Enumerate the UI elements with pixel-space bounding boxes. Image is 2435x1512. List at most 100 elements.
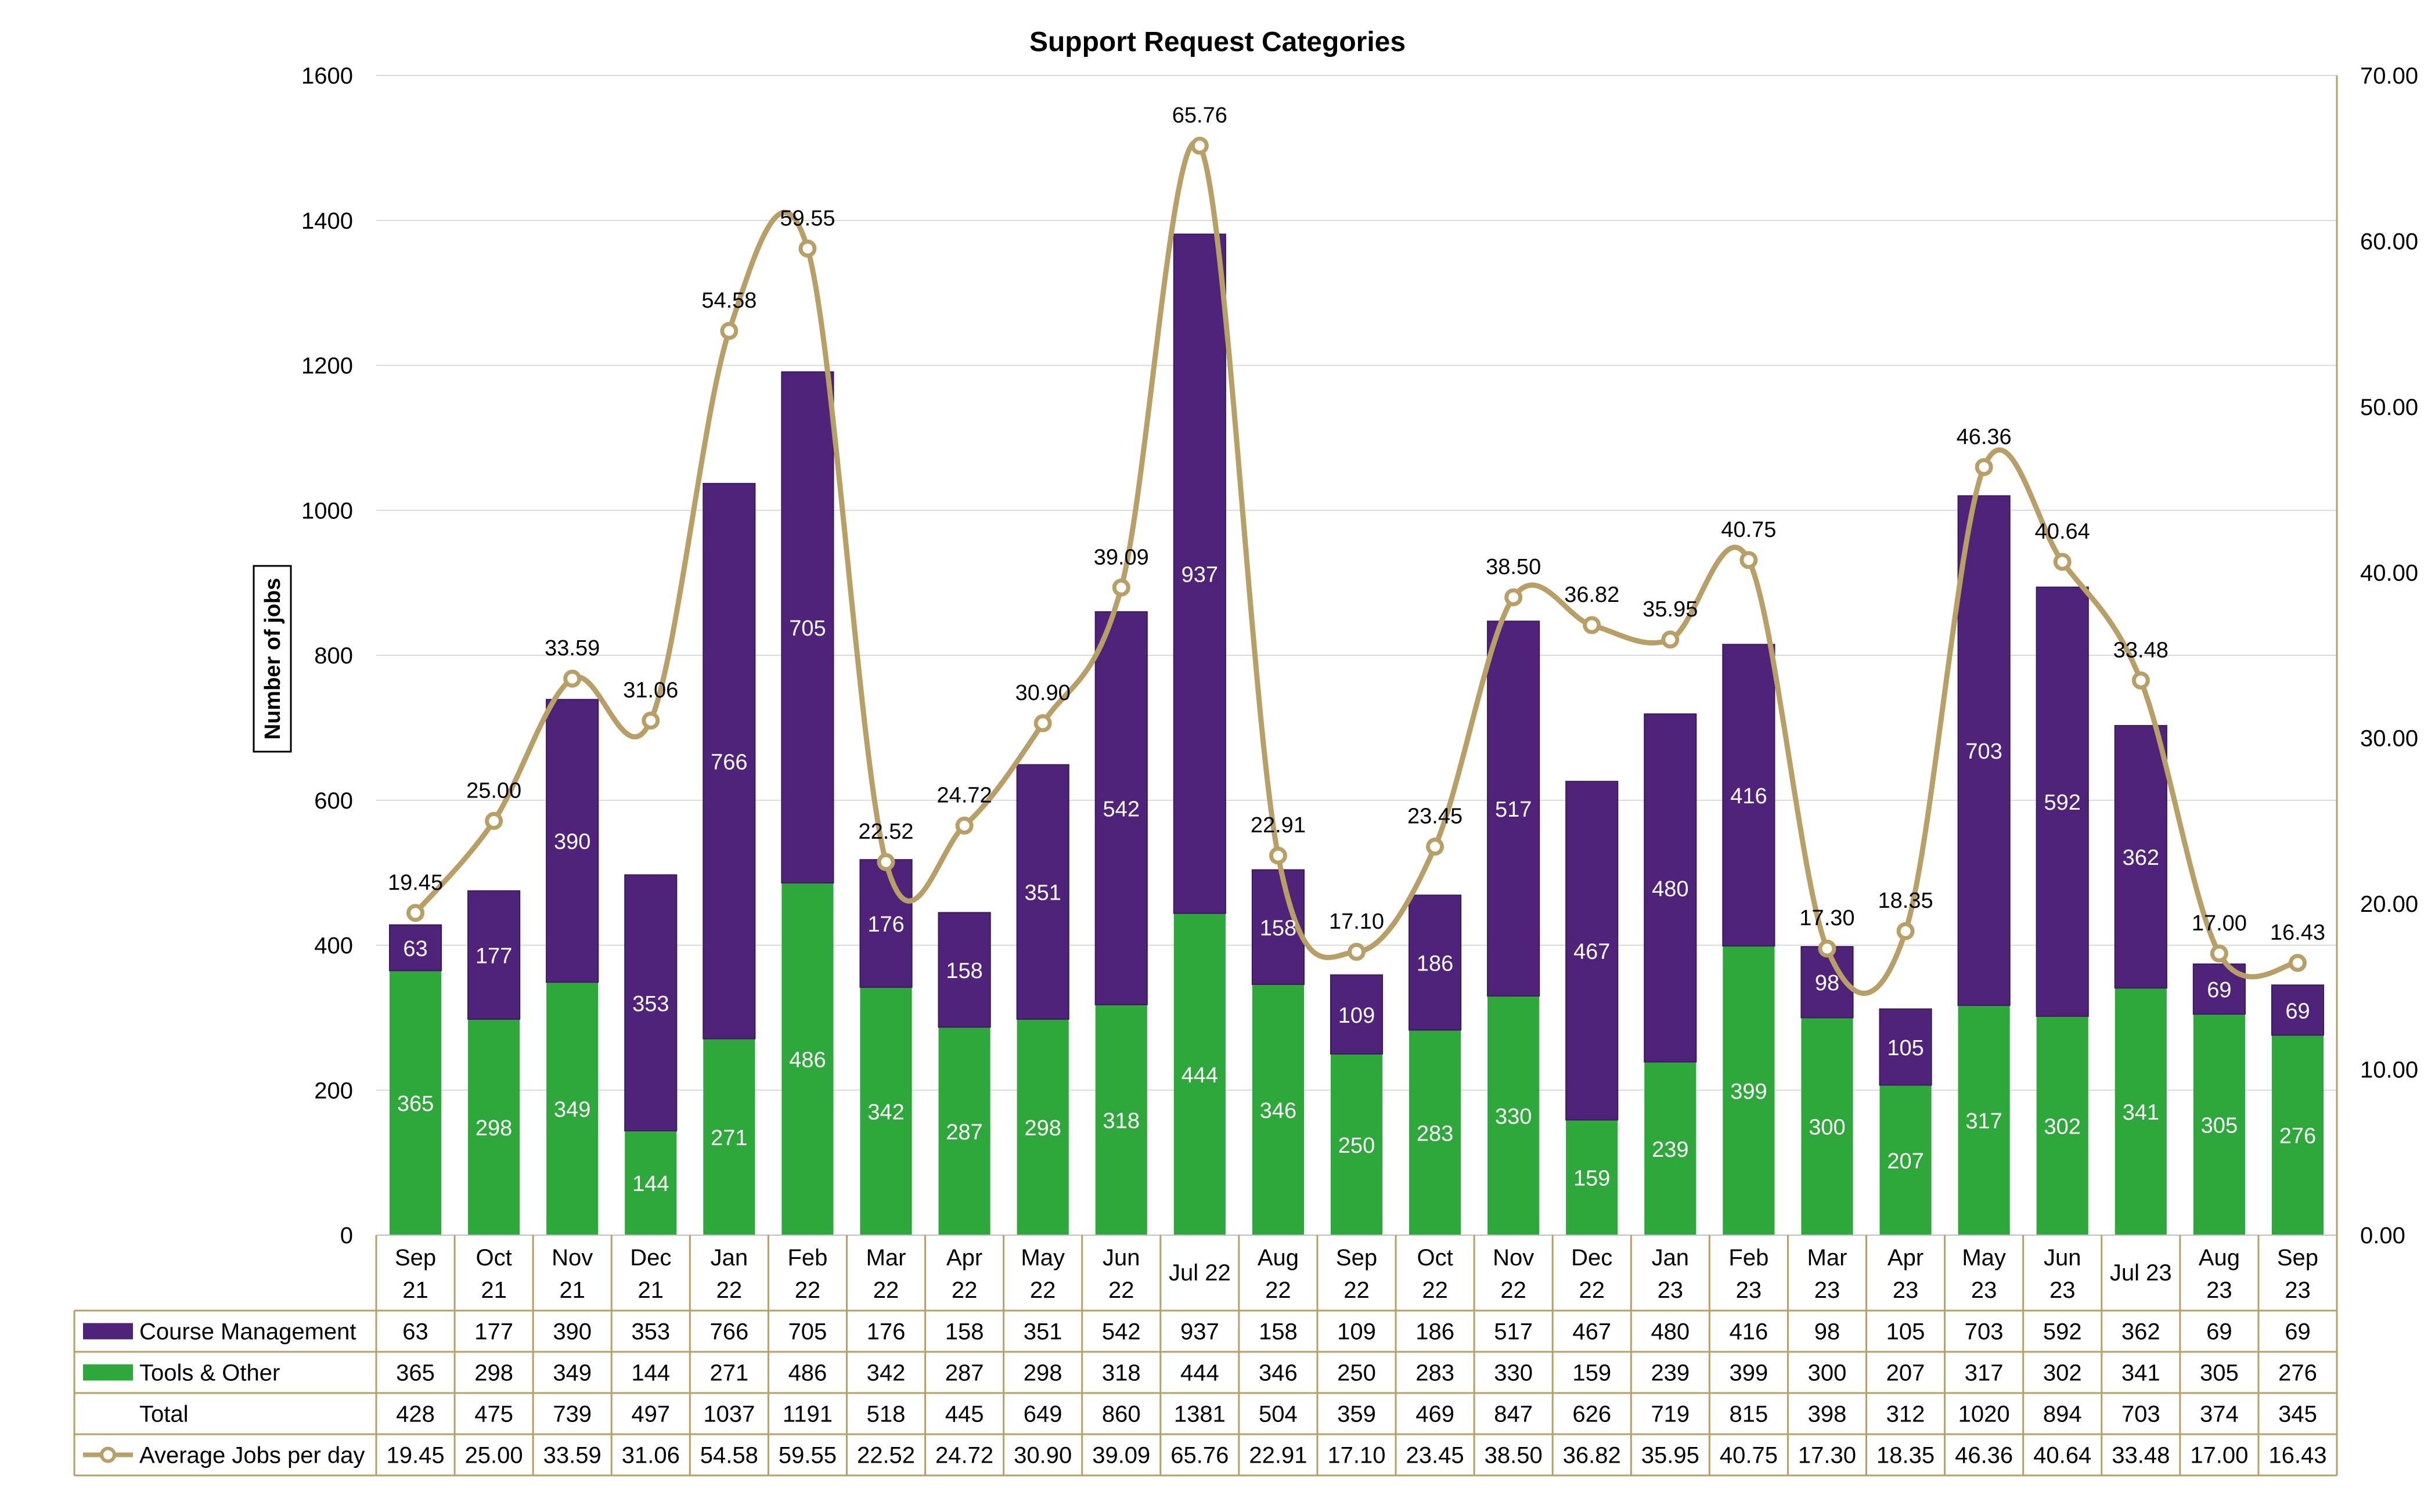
average-jobs-point — [2210, 944, 2228, 963]
table-cell: 63 — [402, 1319, 428, 1345]
table-cell: 158 — [1259, 1319, 1298, 1345]
data-label-average: 40.64 — [2035, 519, 2090, 544]
bar-course-management — [2036, 586, 2089, 1017]
table-cell: 815 — [1730, 1402, 1768, 1427]
data-label-tools-other: 486 — [789, 1048, 826, 1073]
table-cell: 359 — [1337, 1402, 1376, 1427]
bar-course-management — [1330, 974, 1384, 1055]
table-cell: 719 — [1651, 1402, 1690, 1427]
table-cell: 318 — [1102, 1361, 1141, 1386]
table-cell: 16.43 — [2268, 1443, 2326, 1468]
table-cell: 30.90 — [1014, 1443, 1072, 1468]
legend-key-tools-other — [83, 1364, 133, 1381]
bar-course-management — [938, 912, 991, 1028]
table-cell: 283 — [1415, 1361, 1454, 1386]
table-cell: 445 — [945, 1402, 984, 1427]
data-label-tools-other: 346 — [1260, 1099, 1296, 1123]
table-cell: 69 — [2206, 1319, 2232, 1345]
x-tick-label: Jan — [711, 1245, 748, 1271]
data-label-course-management: 705 — [789, 616, 826, 641]
data-label-average: 35.95 — [1642, 597, 1698, 622]
table-cell: 33.48 — [2112, 1443, 2170, 1468]
table-cell: 18.35 — [1876, 1443, 1935, 1468]
bar-tools-other — [2115, 988, 2167, 1235]
table-cell: 703 — [2121, 1402, 2160, 1427]
data-label-tools-other: 399 — [1730, 1080, 1767, 1104]
table-cell: 36.82 — [1563, 1443, 1621, 1468]
bar-tools-other — [2193, 1014, 2245, 1235]
average-jobs-point — [720, 322, 739, 340]
y2-tick-label: 30.00 — [2360, 726, 2418, 752]
table-cell: 276 — [2278, 1361, 2317, 1386]
table-cell: 390 — [553, 1319, 592, 1345]
data-label-average: 40.75 — [1721, 518, 1776, 542]
table-cell: 518 — [867, 1402, 906, 1427]
average-jobs-point — [2131, 671, 2150, 690]
average-jobs-line — [413, 139, 2298, 996]
bar-tools-other — [1723, 946, 1775, 1235]
bar-tools-other — [2036, 1016, 2088, 1235]
bar-tools-other — [860, 987, 912, 1235]
table-cell: 59.55 — [779, 1443, 837, 1468]
table-cell: 345 — [2278, 1402, 2317, 1427]
bar-tools-other — [389, 970, 442, 1235]
table-cell: 592 — [2043, 1319, 2082, 1345]
bar-tools-other — [1958, 1005, 2010, 1235]
table-cell: 298 — [1024, 1361, 1062, 1386]
y2-tick-label: 40.00 — [2360, 560, 2418, 586]
data-labels: 365 63 298 177 349 390 144 353 271 766 486 705 342 17… — [388, 103, 2325, 1196]
table-cell: 1381 — [1174, 1402, 1226, 1427]
data-label-average: 30.90 — [1015, 681, 1071, 705]
y2-tick-label: 60.00 — [2360, 229, 2418, 254]
data-label-average: 18.35 — [1878, 889, 1933, 913]
x-tick-label: Aug — [2199, 1245, 2240, 1271]
x-tick-label: Apr — [946, 1245, 982, 1271]
bar-course-management — [1957, 495, 2011, 1006]
table-cell: 480 — [1651, 1319, 1690, 1345]
data-label-tools-other: 317 — [1965, 1109, 2002, 1134]
table-cell: 346 — [1259, 1361, 1298, 1386]
table-cell: 35.95 — [1641, 1443, 1699, 1468]
x-tick-label: 22 — [1265, 1278, 1291, 1303]
table-cell: 847 — [1494, 1402, 1533, 1427]
table-cell: 300 — [1808, 1361, 1847, 1386]
table-cell: 312 — [1886, 1402, 1925, 1427]
x-tick-label: 23 — [1893, 1278, 1919, 1303]
data-label-tools-other: 298 — [476, 1116, 512, 1141]
x-tick-label: Jun — [1103, 1245, 1140, 1271]
data-label-average: 19.45 — [388, 871, 443, 895]
bar-tools-other — [546, 982, 599, 1235]
x-tick-label: Apr — [1888, 1245, 1923, 1271]
bar-course-management — [1016, 764, 1069, 1020]
x-tick-label: 22 — [795, 1278, 821, 1303]
x-tick-label: 22 — [952, 1278, 978, 1303]
x-tick-label: Oct — [1417, 1245, 1453, 1271]
table-cell: 287 — [945, 1361, 984, 1386]
y-axis-title: Number of jobs — [253, 565, 292, 753]
average-jobs-point — [1033, 714, 1052, 732]
table-cell: 626 — [1572, 1402, 1611, 1427]
average-jobs-point — [798, 239, 817, 258]
x-tick-label: 22 — [1500, 1278, 1526, 1303]
x-tick-label: Sep — [2277, 1245, 2318, 1271]
table-cell: 1191 — [783, 1402, 833, 1427]
average-jobs-point — [1661, 630, 1680, 649]
data-label-average: 17.10 — [1329, 910, 1384, 934]
table-cell: 46.36 — [1955, 1443, 2013, 1468]
data-label-tools-other: 444 — [1182, 1063, 1218, 1088]
x-tick-label: Sep — [1336, 1245, 1377, 1271]
data-label-average: 65.76 — [1172, 103, 1227, 128]
table-cell: 158 — [945, 1319, 984, 1345]
bar-course-management — [1565, 781, 1619, 1121]
y2-tick-label: 50.00 — [2360, 395, 2418, 420]
bar-course-management — [1487, 620, 1540, 997]
y-tick-label: 200 — [314, 1078, 353, 1103]
table-cell: 317 — [1965, 1361, 2004, 1386]
y-tick-label: 0 — [340, 1223, 353, 1248]
average-jobs-point — [2288, 954, 2307, 972]
table-cell: 22.91 — [1249, 1443, 1307, 1468]
data-label-average: 25.00 — [466, 778, 521, 803]
bar-course-management — [1800, 946, 1854, 1019]
table-cell: 17.00 — [2190, 1443, 2248, 1468]
